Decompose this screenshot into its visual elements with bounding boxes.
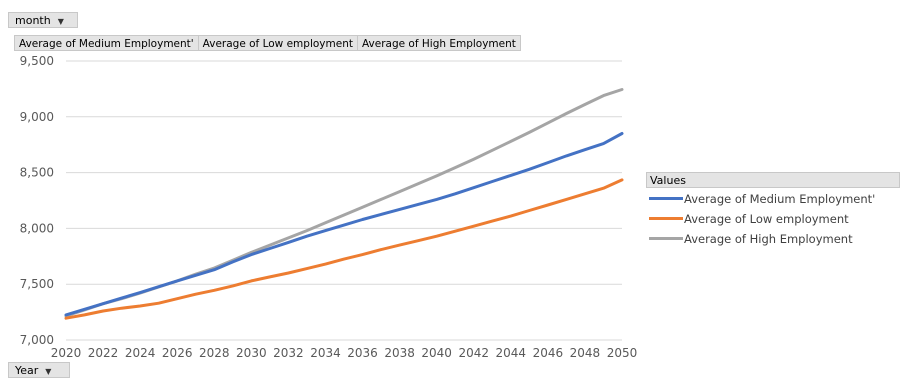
legend-item-medium: Average of Medium Employment' [646, 189, 900, 208]
x-tick-label: 2050 [607, 346, 638, 360]
y-tick-label: 7,500 [20, 277, 54, 291]
x-tick-label: 2040 [421, 346, 452, 360]
legend-title[interactable]: Values [646, 172, 900, 188]
y-tick-label: 7,000 [20, 333, 54, 347]
x-tick-label: 2028 [199, 346, 230, 360]
dropdown-arrow-icon: ▼ [57, 17, 64, 26]
series-line-high [64, 88, 624, 318]
y-tick-label: 8,500 [20, 166, 54, 180]
legend-swatch-medium [649, 197, 683, 200]
x-tick-label: 2036 [347, 346, 378, 360]
x-tick-label: 2044 [496, 346, 527, 360]
month-filter-label: month [15, 14, 51, 27]
legend-swatch-low [649, 217, 683, 220]
legend-label-medium: Average of Medium Employment' [684, 191, 876, 206]
value-fields-bar: Average of Medium Employment' Average of… [14, 35, 521, 51]
legend-item-low: Average of Low employment [646, 209, 900, 228]
y-tick-label: 9,500 [20, 54, 54, 68]
legend-item-high: Average of High Employment [646, 229, 900, 248]
x-tick-label: 2038 [384, 346, 415, 360]
y-tick-label: 8,000 [20, 221, 54, 235]
x-tick-label: 2022 [88, 346, 119, 360]
month-filter-button[interactable]: month ▼ [8, 12, 78, 28]
legend-label-high: Average of High Employment [684, 231, 853, 246]
x-tick-label: 2046 [533, 346, 564, 360]
legend-swatch-high [649, 237, 683, 240]
x-tick-label: 2032 [273, 346, 304, 360]
x-tick-label: 2026 [162, 346, 193, 360]
x-tick-label: 2034 [310, 346, 341, 360]
value-field-medium[interactable]: Average of Medium Employment' [14, 35, 198, 51]
y-tick-label: 9,000 [20, 110, 54, 124]
y-axis-tick-labels: 7,000 7,500 8,000 8,500 9,000 9,500 [20, 54, 54, 347]
value-field-high[interactable]: Average of High Employment [356, 35, 521, 51]
gridlines [66, 60, 622, 341]
x-tick-label: 2020 [51, 346, 82, 360]
series-line-low [64, 178, 624, 320]
x-tick-label: 2030 [236, 346, 267, 360]
value-field-low[interactable]: Average of Low employment [197, 35, 357, 51]
x-axis-tick-labels: 2020 2022 2024 2026 2028 2030 2032 2034 2036 2038… [51, 346, 638, 360]
year-axis-label: Year [15, 364, 39, 377]
x-tick-label: 2024 [125, 346, 156, 360]
dropdown-arrow-icon: ▼ [45, 367, 52, 376]
x-tick-label: 2042 [458, 346, 489, 360]
x-tick-label: 2048 [570, 346, 601, 360]
series-lines [64, 88, 624, 320]
legend-label-low: Average of Low employment [684, 211, 849, 226]
series-line-medium [64, 132, 624, 317]
chart-legend: Values Average of Medium Employment' Ave… [646, 172, 900, 250]
year-axis-button[interactable]: Year ▼ [8, 362, 70, 378]
